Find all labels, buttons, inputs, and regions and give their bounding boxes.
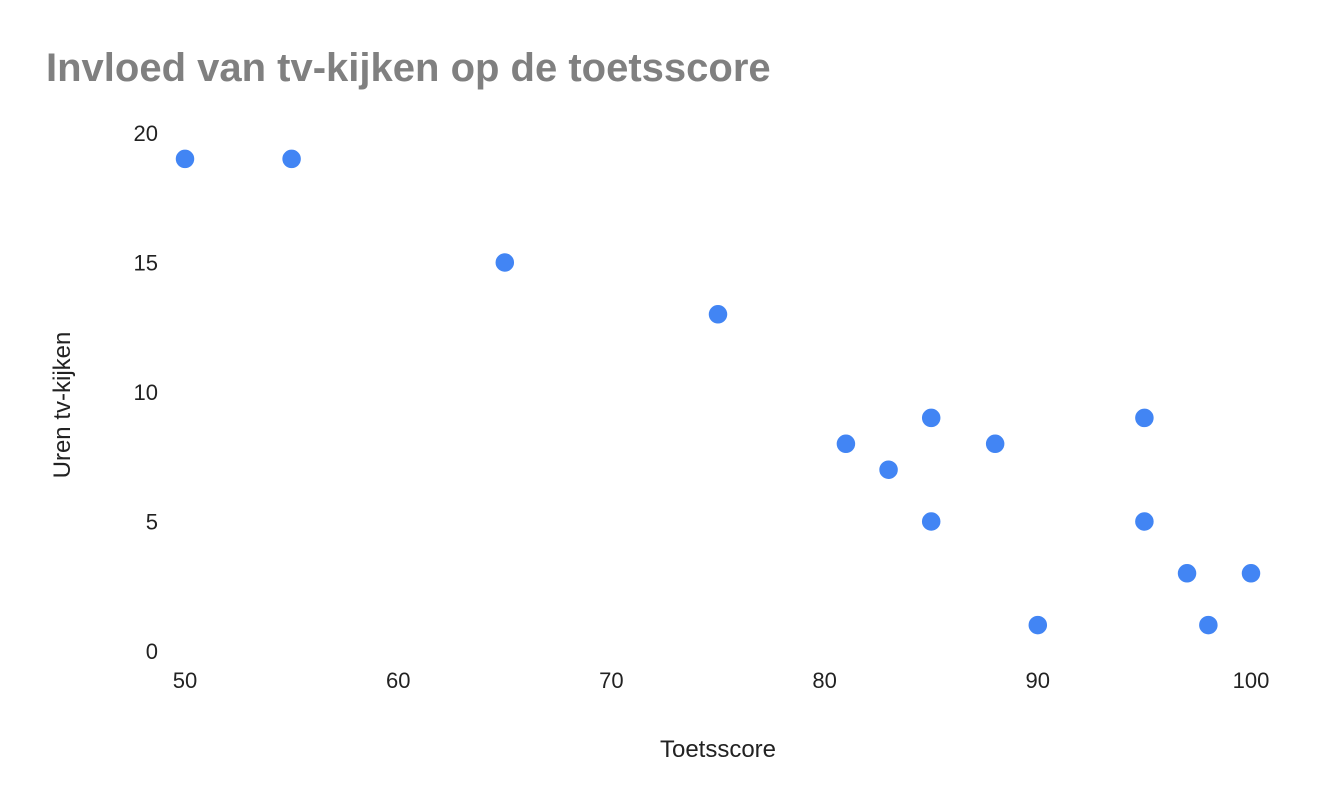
data-point: [835, 433, 857, 455]
y-tick-label: 10: [134, 380, 158, 405]
x-tick-label: 60: [386, 668, 410, 693]
data-point: [877, 458, 900, 481]
x-axis-ticks: 50 60 70 80 90 100: [173, 668, 1270, 693]
x-tick-label: 90: [1026, 668, 1050, 693]
y-tick-label: 5: [146, 510, 158, 535]
data-points: [174, 148, 1262, 636]
data-point: [707, 303, 729, 326]
data-point: [920, 510, 942, 533]
x-tick-label: 50: [173, 668, 197, 693]
data-point: [1197, 614, 1220, 636]
chart-title: Invloed van tv-kijken op de toetsscore: [46, 46, 771, 90]
x-tick-label: 100: [1233, 668, 1270, 693]
x-tick-label: 80: [812, 668, 836, 693]
y-tick-label: 0: [146, 639, 158, 664]
y-axis-ticks: 0 5 10 15 20: [134, 121, 158, 664]
data-point: [494, 251, 516, 274]
x-axis-label: Toetsscore: [660, 736, 776, 763]
x-tick-label: 70: [599, 668, 623, 693]
data-point: [1133, 510, 1156, 533]
data-point: [984, 433, 1006, 455]
y-tick-label: 20: [134, 121, 158, 146]
data-point: [174, 148, 196, 170]
y-tick-label: 15: [134, 251, 158, 276]
data-point: [920, 407, 942, 429]
data-point: [1133, 407, 1156, 429]
y-axis-label: Uren tv-kijken: [49, 332, 76, 479]
data-point: [280, 148, 303, 170]
data-point: [1176, 562, 1198, 585]
data-point: [1027, 614, 1049, 636]
data-point: [1240, 562, 1262, 585]
